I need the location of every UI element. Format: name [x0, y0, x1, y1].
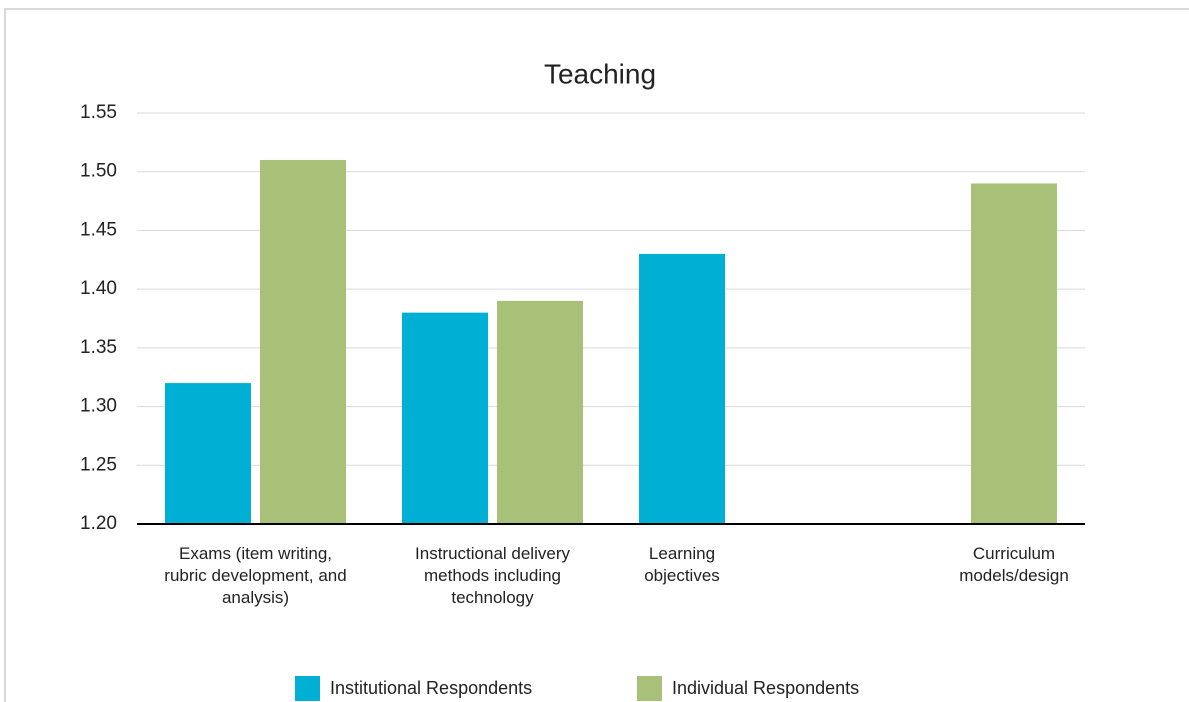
y-tick-label: 1.40: [80, 278, 117, 299]
frame: [4, 8, 1189, 702]
bar: [497, 300, 583, 524]
legend-swatch: [295, 676, 320, 701]
y-tick-label: 1.25: [80, 454, 117, 475]
x-tick-label: Learning objectives: [644, 544, 720, 585]
y-tick-label: 1.20: [80, 513, 117, 534]
bar: [260, 159, 346, 524]
y-tick-label: 1.35: [80, 337, 117, 358]
bar: [639, 253, 725, 524]
chart-title: Teaching: [544, 58, 656, 89]
y-tick-label: 1.30: [80, 396, 117, 417]
legend-label: Institutional Respondents: [330, 678, 532, 698]
x-tick-label: Curriculum models/design: [959, 544, 1069, 585]
legend-swatch: [637, 676, 662, 701]
bar: [971, 183, 1057, 524]
y-tick-label: 1.55: [80, 102, 117, 123]
legend-label: Individual Respondents: [672, 678, 859, 698]
y-tick-label: 1.45: [80, 219, 117, 240]
bar: [402, 312, 488, 524]
y-tick-label: 1.50: [80, 161, 117, 182]
x-tick-label: Exams (item writing, rubric development,…: [164, 544, 347, 607]
bar: [165, 383, 251, 524]
x-tick-label: Instructional delivery methods including…: [415, 544, 570, 607]
